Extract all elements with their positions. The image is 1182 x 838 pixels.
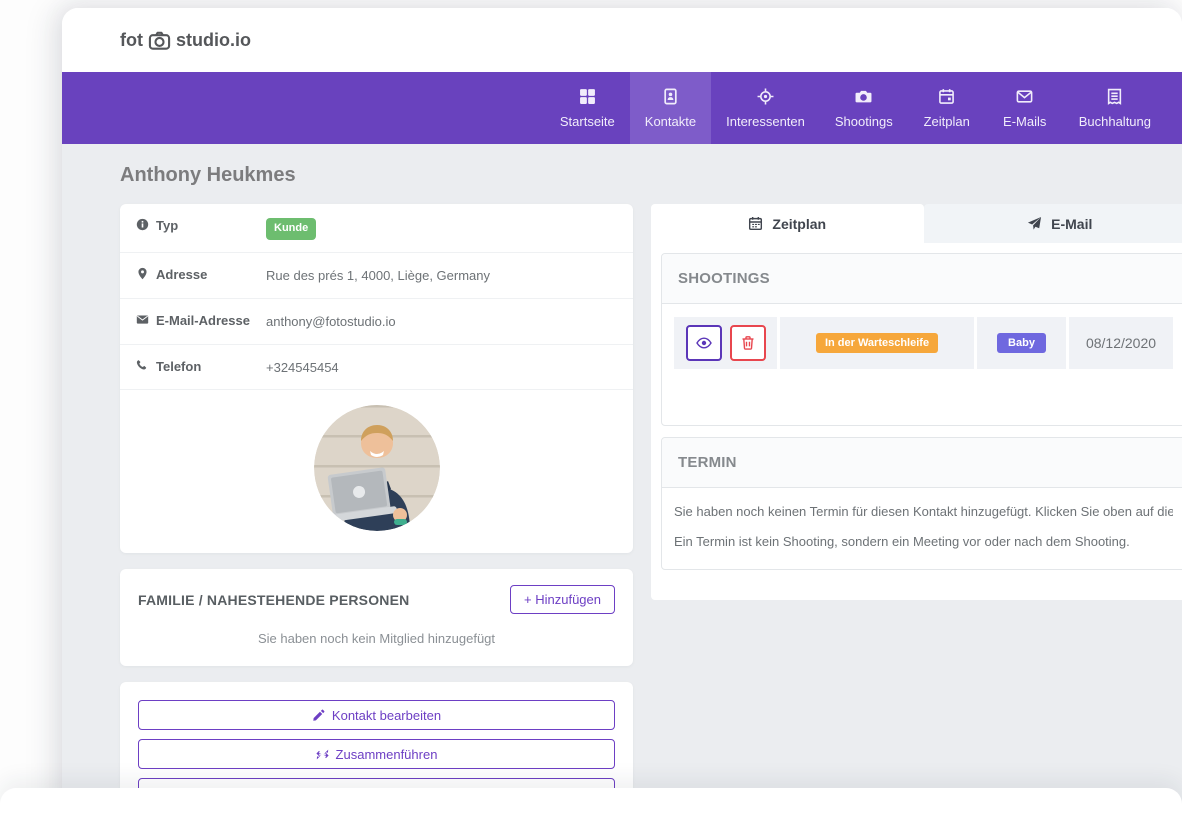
avatar [313, 405, 440, 532]
family-card: FAMILIE / NAHESTEHENDE PERSONEN + Hinzuf… [120, 569, 633, 667]
contact-details-card: Typ Kunde Adresse Rue des prés 1, 4000, … [120, 204, 633, 554]
shooting-date-cell: 08/12/2020 [1069, 317, 1173, 369]
nav-item-interessenten[interactable]: Interessenten [711, 72, 820, 144]
eye-icon [695, 337, 712, 349]
status-badge: In der Warteschleife [815, 333, 939, 353]
nav-item-shootings[interactable]: Shootings [820, 72, 908, 144]
app-logo[interactable]: fot studio.io [120, 29, 251, 52]
merge-contact-button[interactable]: Zusammenführen [138, 739, 615, 770]
main-content: Anthony Heukmes Typ Kunde [62, 144, 1182, 838]
logo-prefix: fot [120, 29, 143, 50]
contact-card-icon [664, 88, 677, 104]
typ-label: Typ [156, 218, 179, 233]
nav-label: Zeitplan [923, 113, 970, 129]
add-family-member-button[interactable]: + Hinzufügen [510, 585, 615, 615]
pencil-icon [313, 709, 325, 721]
calendar-icon [939, 88, 955, 104]
edit-contact-label: Kontakt bearbeiten [331, 707, 442, 723]
tab-zeitplan[interactable]: Zeitplan [651, 204, 924, 243]
telefon-label: Telefon [156, 358, 202, 374]
merge-arrows-icon [315, 749, 329, 760]
trash-icon [742, 336, 753, 350]
nav-item-kontakte[interactable]: Kontakte [629, 72, 712, 144]
nav-label: Kontakte [644, 113, 697, 129]
detail-row-telefon: Telefon +324545454 [120, 345, 633, 391]
logo-suffix: studio.io [175, 29, 251, 50]
email-label: E-Mail-Adresse [156, 312, 250, 328]
shooting-status-cell: In der Warteschleife [780, 317, 974, 369]
main-nav: Startseite Kontakte Interessenten Shooti… [62, 72, 1182, 144]
adresse-label-wrap: Adresse [136, 266, 266, 285]
envelope-icon [136, 315, 149, 324]
typ-label-wrap: Typ [136, 217, 266, 236]
adresse-label: Adresse [156, 266, 208, 282]
adresse-value: Rue des prés 1, 4000, Liège, Germany [266, 267, 491, 283]
nav-label: Startseite [559, 113, 615, 129]
termin-header: TERMIN [662, 438, 1182, 488]
contact-photo-wrap [120, 390, 633, 553]
nav-label: Interessenten [726, 113, 805, 129]
termin-empty-text-line2: Ein Termin ist kein Shooting, sondern ei… [674, 534, 1130, 549]
app-header: fot studio.io [62, 8, 1182, 72]
nav-item-emails[interactable]: E-Mails [986, 72, 1064, 144]
paper-plane-icon [1028, 216, 1042, 230]
camera-icon [855, 90, 872, 102]
tab-email-label: E-Mail [1051, 215, 1093, 232]
nav-label: E-Mails [1003, 113, 1047, 129]
detail-row-adresse: Adresse Rue des prés 1, 4000, Liège, Ger… [120, 253, 633, 299]
contact-column: Typ Kunde Adresse Rue des prés 1, 4000, … [120, 204, 633, 822]
phone-icon [136, 359, 147, 370]
map-marker-icon [138, 267, 147, 280]
nav-item-zeitplan[interactable]: Zeitplan [908, 72, 986, 144]
email-label-wrap: E-Mail-Adresse [136, 312, 266, 331]
target-icon [757, 88, 774, 104]
shootings-card: SHOOTINGS [661, 253, 1182, 426]
schedule-tabs: Zeitplan E-Mail [651, 204, 1182, 243]
shooting-category-cell: Baby [977, 317, 1066, 369]
edit-contact-button[interactable]: Kontakt bearbeiten [138, 700, 615, 731]
view-shooting-button[interactable] [685, 325, 722, 361]
telefon-value: +324545454 [266, 359, 339, 375]
email-value: anthony@fotostudio.io [266, 313, 396, 329]
nav-item-buchhaltung[interactable]: Buchhaltung [1064, 72, 1166, 144]
delete-shooting-button[interactable] [729, 325, 766, 361]
shootings-header: SHOOTINGS [662, 254, 1182, 304]
foreground-bottom-bar [0, 788, 1182, 838]
calendar-icon [749, 216, 763, 231]
browser-window: fot studio.io Startseite Kontakte Intere… [62, 8, 1182, 838]
info-circle-icon [136, 218, 149, 231]
termin-card: TERMIN Sie haben noch keinen Termin für … [661, 437, 1182, 570]
family-empty-text: Sie haben noch kein Mitglied hinzugefügt [257, 631, 496, 647]
telefon-label-wrap: Telefon [136, 358, 266, 377]
envelope-icon [1016, 89, 1033, 103]
zeitplan-panel: SHOOTINGS [651, 243, 1182, 600]
shooting-row: In der Warteschleife Baby 08/12/2020 [674, 317, 1173, 369]
category-badge: Baby [997, 333, 1046, 353]
kunde-badge: Kunde [266, 218, 317, 240]
merge-contact-label: Zusammenführen [335, 746, 438, 762]
shooting-date: 08/12/2020 [1085, 335, 1157, 351]
page-title: Anthony Heukmes [120, 164, 296, 186]
shooting-actions-cell [674, 317, 777, 369]
dashboard-grid-icon [579, 88, 595, 104]
camera-outline-icon [148, 31, 171, 50]
termin-empty-text-line1: Sie haben noch keinen Termin für diesen … [674, 504, 1173, 519]
schedule-column: Zeitplan E-Mail SHOOTINGS [651, 204, 1182, 600]
tab-email[interactable]: E-Mail [923, 204, 1182, 243]
detail-row-typ: Typ Kunde [120, 204, 633, 253]
nav-label: Buchhaltung [1078, 113, 1151, 129]
typ-value: Kunde [266, 217, 317, 240]
detail-row-email: E-Mail-Adresse anthony@fotostudio.io [120, 299, 633, 345]
family-title: FAMILIE / NAHESTEHENDE PERSONEN [138, 591, 410, 608]
nav-item-startseite[interactable]: Startseite [545, 72, 630, 144]
nav-label: Shootings [834, 113, 893, 129]
tab-zeitplan-label: Zeitplan [772, 215, 827, 232]
ledger-icon [1108, 88, 1122, 105]
